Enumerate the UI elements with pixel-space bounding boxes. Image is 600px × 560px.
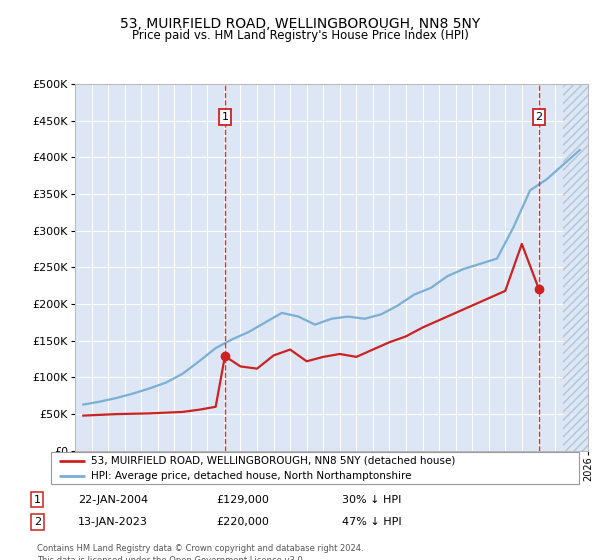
Text: 53, MUIRFIELD ROAD, WELLINGBOROUGH, NN8 5NY (detached house): 53, MUIRFIELD ROAD, WELLINGBOROUGH, NN8 …: [91, 456, 455, 466]
Text: HPI: Average price, detached house, North Northamptonshire: HPI: Average price, detached house, Nort…: [91, 470, 411, 480]
Text: 2: 2: [535, 112, 542, 122]
Text: 13-JAN-2023: 13-JAN-2023: [78, 517, 148, 527]
Bar: [563, 84, 588, 451]
Text: 1: 1: [221, 112, 229, 122]
Text: 47% ↓ HPI: 47% ↓ HPI: [342, 517, 401, 527]
Text: Price paid vs. HM Land Registry's House Price Index (HPI): Price paid vs. HM Land Registry's House …: [131, 29, 469, 42]
Text: 2: 2: [34, 517, 41, 527]
Text: £129,000: £129,000: [216, 494, 269, 505]
Text: 1: 1: [34, 494, 41, 505]
Text: Contains HM Land Registry data © Crown copyright and database right 2024.
This d: Contains HM Land Registry data © Crown c…: [37, 544, 364, 560]
Text: £220,000: £220,000: [216, 517, 269, 527]
Text: 30% ↓ HPI: 30% ↓ HPI: [342, 494, 401, 505]
Text: 53, MUIRFIELD ROAD, WELLINGBOROUGH, NN8 5NY: 53, MUIRFIELD ROAD, WELLINGBOROUGH, NN8 …: [120, 17, 480, 31]
Text: 22-JAN-2004: 22-JAN-2004: [78, 494, 148, 505]
